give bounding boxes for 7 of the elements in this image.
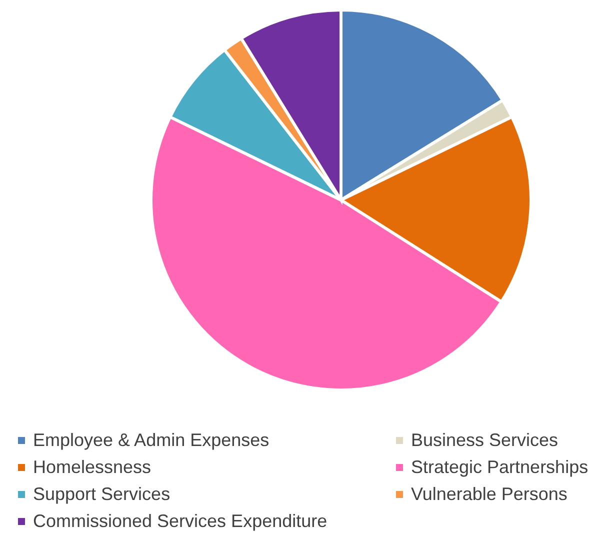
legend-label: Employee & Admin Expenses <box>33 429 270 452</box>
legend-label: Homelessness <box>33 456 152 479</box>
legend-label: Support Services <box>33 483 170 506</box>
legend-label: Vulnerable Persons <box>411 483 568 506</box>
legend-label: Business Services <box>411 429 558 452</box>
legend-label: Strategic Partnerships <box>411 456 588 479</box>
legend-label: Commissioned Services Expenditure <box>33 510 328 533</box>
